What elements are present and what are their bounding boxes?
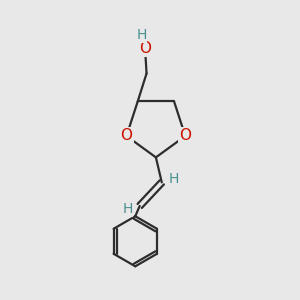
Text: O: O — [121, 128, 133, 143]
Text: H: H — [169, 172, 179, 186]
Text: O: O — [179, 128, 191, 143]
Text: H: H — [136, 28, 147, 42]
Text: O: O — [139, 41, 151, 56]
Text: H: H — [122, 202, 133, 217]
